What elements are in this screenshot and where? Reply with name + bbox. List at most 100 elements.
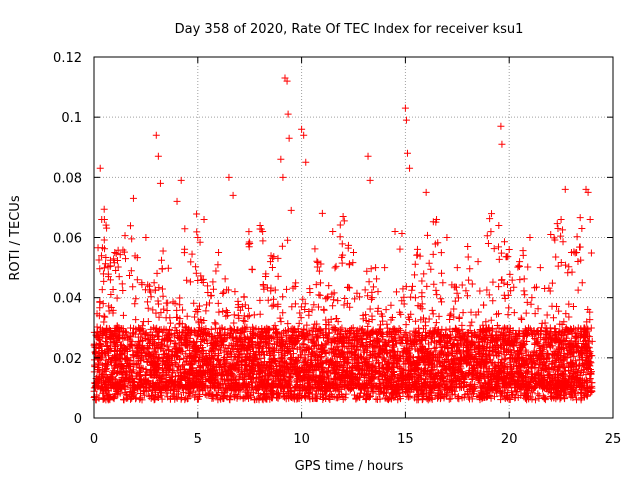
data-point <box>437 249 445 257</box>
data-point <box>277 343 285 351</box>
data-point <box>564 269 572 277</box>
data-point <box>338 240 346 248</box>
data-point <box>408 286 416 294</box>
data-point <box>487 316 495 324</box>
data-point <box>442 326 450 334</box>
data-point <box>209 278 217 286</box>
data-point <box>245 335 253 343</box>
data-point <box>431 324 439 332</box>
data-point <box>129 329 137 337</box>
data-point <box>498 356 506 364</box>
data-point <box>371 352 379 360</box>
data-point <box>95 375 103 383</box>
data-point <box>553 220 561 228</box>
data-point <box>455 313 463 321</box>
data-point <box>156 385 164 393</box>
data-point <box>435 360 443 368</box>
data-point <box>284 327 292 335</box>
data-point <box>447 395 455 403</box>
data-point <box>429 250 437 258</box>
data-point <box>95 375 103 383</box>
data-point <box>94 244 102 252</box>
data-point <box>187 258 195 266</box>
data-point <box>254 340 262 348</box>
data-point <box>135 337 143 345</box>
data-point <box>362 317 370 325</box>
data-point <box>245 228 253 236</box>
data-point <box>538 319 546 327</box>
data-point <box>259 332 267 340</box>
data-point <box>379 317 387 325</box>
data-point <box>419 388 427 396</box>
data-point <box>154 332 162 340</box>
data-point <box>358 339 366 347</box>
data-point <box>433 291 441 299</box>
data-point <box>288 325 296 333</box>
data-point <box>316 291 324 299</box>
data-point <box>99 389 107 397</box>
data-point <box>119 311 127 319</box>
data-point <box>158 342 166 350</box>
data-point <box>562 310 570 318</box>
data-point <box>438 269 446 277</box>
data-point <box>314 258 322 266</box>
data-point <box>515 262 523 270</box>
data-point <box>101 313 109 321</box>
data-point <box>207 367 215 375</box>
data-point <box>118 362 126 370</box>
data-point <box>402 328 410 336</box>
data-point <box>118 280 126 288</box>
data-point <box>336 221 344 229</box>
data-point <box>383 324 391 332</box>
data-point <box>574 257 582 265</box>
data-point <box>476 341 484 349</box>
data-point <box>497 249 505 257</box>
data-point <box>350 391 358 399</box>
data-point <box>274 272 282 280</box>
data-point <box>560 349 568 357</box>
data-point <box>328 355 336 363</box>
data-point <box>183 276 191 284</box>
data-point <box>250 352 258 360</box>
data-point <box>514 263 522 271</box>
data-point <box>468 280 476 288</box>
data-point <box>297 303 305 311</box>
data-point <box>180 249 188 257</box>
data-point <box>510 283 518 291</box>
data-point <box>276 314 284 322</box>
data-point <box>176 319 184 327</box>
data-point <box>256 296 264 304</box>
data-point <box>557 371 565 379</box>
data-point <box>566 390 574 398</box>
data-point <box>101 245 109 253</box>
data-point <box>100 277 108 285</box>
data-point <box>418 289 426 297</box>
data-point <box>345 261 353 269</box>
data-point <box>271 322 279 330</box>
data-point <box>151 348 159 356</box>
data-point <box>158 285 166 293</box>
data-point <box>287 373 295 381</box>
data-point <box>234 359 242 367</box>
data-point <box>96 265 104 273</box>
data-point <box>451 297 459 305</box>
data-point <box>505 304 513 312</box>
data-point <box>188 250 196 258</box>
data-point <box>136 326 144 334</box>
data-point <box>346 303 354 311</box>
data-point <box>126 222 134 230</box>
data-point <box>486 215 494 223</box>
data-point <box>296 343 304 351</box>
data-point <box>268 264 276 272</box>
data-point <box>392 288 400 296</box>
data-point <box>486 338 494 346</box>
data-point <box>504 281 512 289</box>
data-point <box>574 343 582 351</box>
data-point <box>488 210 496 218</box>
data-point <box>435 382 443 390</box>
data-point <box>279 293 287 301</box>
data-point <box>308 326 316 334</box>
data-point <box>396 245 404 253</box>
data-point <box>330 296 338 304</box>
data-point <box>469 354 477 362</box>
